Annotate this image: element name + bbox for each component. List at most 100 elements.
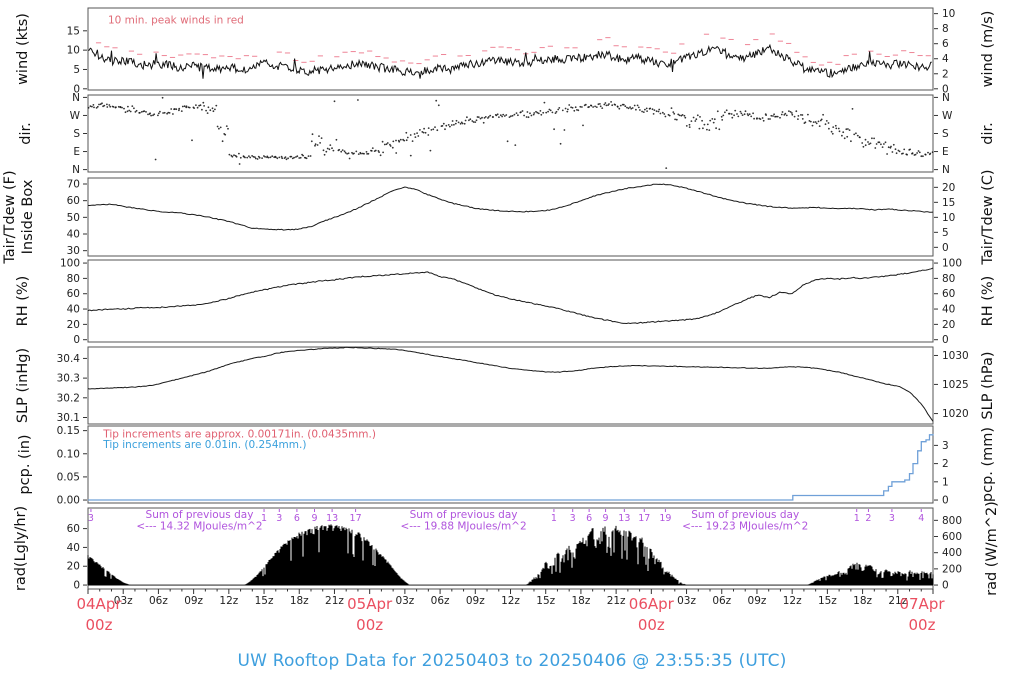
svg-text:06z: 06z bbox=[149, 595, 168, 607]
svg-text:100: 100 bbox=[60, 258, 80, 270]
svg-text:1: 1 bbox=[551, 513, 557, 524]
svg-text:0: 0 bbox=[73, 580, 80, 592]
svg-text:07Apr: 07Apr bbox=[899, 595, 945, 613]
svg-text:0: 0 bbox=[942, 580, 949, 592]
svg-text:dir.: dir. bbox=[18, 122, 34, 144]
svg-text:S: S bbox=[73, 128, 80, 140]
svg-text:100: 100 bbox=[942, 258, 962, 270]
svg-text:Tip increments are approx. 0.0: Tip increments are approx. 0.00171in. (0… bbox=[102, 429, 376, 441]
svg-text:1: 1 bbox=[942, 476, 949, 488]
svg-text:0: 0 bbox=[73, 83, 80, 95]
svg-text:17: 17 bbox=[638, 513, 650, 524]
panel-slp: 30.1 30.2 30.3 30.4 1020 1025 1030 SLP (inHg) SL… bbox=[15, 346, 996, 425]
svg-text:5: 5 bbox=[73, 64, 80, 76]
svg-text:<--- 19.23 MJoules/m^2: <--- 19.23 MJoules/m^2 bbox=[682, 520, 808, 532]
svg-text:03z: 03z bbox=[114, 595, 133, 607]
svg-text:10: 10 bbox=[942, 8, 955, 20]
svg-text:40: 40 bbox=[67, 542, 80, 554]
svg-text:6: 6 bbox=[942, 38, 949, 50]
svg-text:0.10: 0.10 bbox=[57, 448, 80, 460]
svg-text:600: 600 bbox=[942, 531, 962, 543]
svg-text:15z: 15z bbox=[255, 595, 274, 607]
svg-text:13: 13 bbox=[618, 513, 630, 524]
svg-text:3: 3 bbox=[570, 513, 576, 524]
svg-text:15: 15 bbox=[942, 197, 955, 209]
svg-text:10: 10 bbox=[942, 212, 955, 224]
svg-text:15z: 15z bbox=[536, 595, 555, 607]
svg-text:10 min. peak winds in red: 10 min. peak winds in red bbox=[108, 14, 244, 26]
panel-pcp: 0.00 0.05 0.10 0.15 0 1 2 3 pcp. (in) pcp. (mm) Ti… bbox=[17, 425, 996, 506]
svg-text:00z: 00z bbox=[909, 616, 936, 634]
svg-text:30.3: 30.3 bbox=[57, 373, 80, 385]
svg-text:60: 60 bbox=[67, 195, 80, 207]
svg-text:04Apr: 04Apr bbox=[76, 595, 122, 613]
svg-text:09z: 09z bbox=[748, 595, 767, 607]
svg-text:80: 80 bbox=[942, 273, 955, 285]
panel-tair: 30 40 50 60 70 0 5 10 15 20 Tair/Tdew (F) Inside Bo… bbox=[2, 169, 996, 265]
svg-text:40: 40 bbox=[67, 304, 80, 316]
svg-text:0: 0 bbox=[73, 334, 80, 346]
svg-text:05Apr: 05Apr bbox=[347, 595, 393, 613]
svg-text:400: 400 bbox=[942, 547, 962, 559]
svg-text:00z: 00z bbox=[638, 616, 665, 634]
svg-text:Tair/Tdew (F): Tair/Tdew (F) bbox=[2, 170, 18, 264]
svg-text:06z: 06z bbox=[431, 595, 450, 607]
svg-text:rad(Lgly/hr): rad(Lgly/hr) bbox=[13, 506, 29, 591]
svg-text:N: N bbox=[942, 92, 950, 104]
svg-text:pcp. (in): pcp. (in) bbox=[17, 434, 33, 494]
svg-text:12z: 12z bbox=[783, 595, 802, 607]
svg-text:15z: 15z bbox=[818, 595, 837, 607]
svg-text:SLP (hPa): SLP (hPa) bbox=[980, 351, 996, 419]
svg-text:18z: 18z bbox=[853, 595, 872, 607]
svg-text:0: 0 bbox=[942, 83, 949, 95]
svg-text:5: 5 bbox=[942, 227, 949, 239]
svg-text:19: 19 bbox=[659, 513, 671, 524]
svg-text:N: N bbox=[942, 164, 950, 176]
svg-text:20: 20 bbox=[67, 561, 80, 573]
svg-text:E: E bbox=[73, 146, 80, 158]
svg-text:200: 200 bbox=[942, 563, 962, 575]
svg-text:60: 60 bbox=[942, 288, 955, 300]
svg-text:9: 9 bbox=[311, 513, 317, 524]
svg-text:20: 20 bbox=[942, 319, 955, 331]
svg-text:40: 40 bbox=[67, 229, 80, 241]
svg-text:W: W bbox=[942, 110, 953, 122]
svg-text:30.1: 30.1 bbox=[57, 412, 80, 424]
svg-text:70: 70 bbox=[67, 179, 80, 191]
svg-text:2: 2 bbox=[942, 68, 949, 80]
svg-text:40: 40 bbox=[942, 304, 955, 316]
svg-text:50: 50 bbox=[67, 212, 80, 224]
svg-text:60: 60 bbox=[67, 523, 80, 535]
svg-text:1: 1 bbox=[854, 513, 860, 524]
svg-text:09z: 09z bbox=[466, 595, 485, 607]
svg-text:RH (%): RH (%) bbox=[15, 276, 31, 327]
svg-text:800: 800 bbox=[942, 515, 962, 527]
svg-text:06Apr: 06Apr bbox=[629, 595, 675, 613]
svg-text:0.00: 0.00 bbox=[57, 495, 80, 507]
svg-text:2: 2 bbox=[942, 458, 949, 470]
x-axis: 03z 06z 09z 12z 15z 18z 21z 03z 06z 09z 12z 15z 18z 2… bbox=[76, 589, 945, 634]
svg-text:8: 8 bbox=[942, 23, 949, 35]
svg-text:18z: 18z bbox=[290, 595, 309, 607]
svg-text:12z: 12z bbox=[501, 595, 520, 607]
svg-text:N: N bbox=[72, 92, 80, 104]
svg-text:20: 20 bbox=[942, 182, 955, 194]
svg-text:9: 9 bbox=[603, 513, 609, 524]
svg-text:21z: 21z bbox=[607, 595, 626, 607]
svg-text:1030: 1030 bbox=[942, 350, 969, 362]
svg-text:0: 0 bbox=[942, 334, 949, 346]
svg-text:0.05: 0.05 bbox=[57, 471, 80, 483]
svg-text:4: 4 bbox=[942, 53, 949, 65]
svg-text:00z: 00z bbox=[356, 616, 383, 634]
svg-text:wind (kts): wind (kts) bbox=[15, 13, 31, 85]
svg-text:dir.: dir. bbox=[980, 122, 996, 144]
svg-text:Sum of previous day: Sum of previous day bbox=[146, 509, 254, 521]
svg-text:3: 3 bbox=[276, 513, 282, 524]
svg-text:1020: 1020 bbox=[942, 408, 969, 420]
svg-text:rad (W/m^2): rad (W/m^2) bbox=[984, 501, 1000, 596]
svg-text:RH (%): RH (%) bbox=[980, 276, 996, 327]
panel-wind: 0 5 10 15 0 2 4 6 8 10 wind (kts) wind (m/s) 10 min.… bbox=[15, 7, 996, 95]
svg-text:E: E bbox=[942, 146, 949, 158]
svg-text:6: 6 bbox=[586, 513, 592, 524]
svg-text:6: 6 bbox=[294, 513, 300, 524]
